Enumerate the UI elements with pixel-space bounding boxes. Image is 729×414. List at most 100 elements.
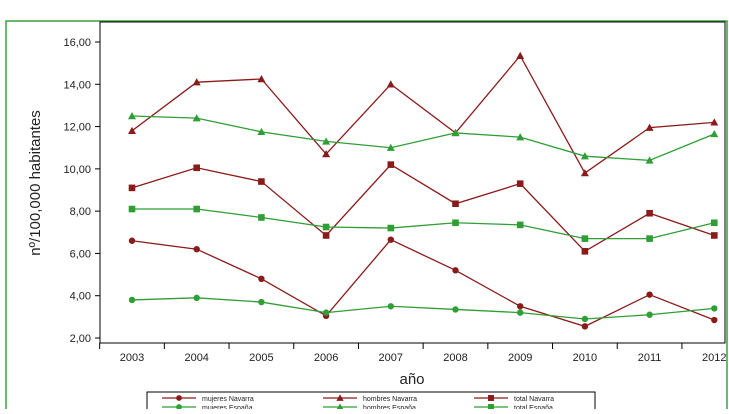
data-point: [322, 232, 330, 239]
data-point: [516, 180, 524, 187]
data-point: [645, 156, 654, 164]
data-point: [517, 309, 524, 316]
data-point: [711, 305, 718, 312]
data-point: [258, 214, 265, 221]
x-tick-label: 2004: [184, 352, 208, 364]
legend-label: total Navarra: [514, 396, 554, 403]
series-line: [131, 115, 715, 162]
data-point: [646, 311, 653, 318]
series-hombres-españa: [128, 112, 719, 164]
y-tick-label: 16,00: [63, 37, 91, 49]
series-hombres-navarra: [128, 51, 719, 177]
series-layer: [128, 51, 719, 330]
legend-marker: [336, 394, 344, 401]
x-tick-label: 2006: [314, 352, 338, 364]
data-point: [128, 184, 136, 192]
legend-label: hombres España: [363, 405, 416, 409]
data-point: [646, 209, 653, 217]
series-line: [131, 238, 715, 328]
data-point: [257, 75, 266, 83]
data-point: [387, 224, 395, 232]
data-point: [193, 205, 200, 213]
series-line: [131, 297, 715, 320]
y-tick-label: 4,00: [70, 291, 91, 303]
legend-marker: [176, 395, 182, 401]
data-point: [322, 137, 331, 145]
data-point: [128, 112, 136, 120]
data-point: [128, 126, 136, 134]
data-point: [193, 164, 200, 172]
data-point: [646, 235, 653, 242]
data-point: [386, 143, 395, 151]
data-point: [516, 51, 525, 59]
data-point: [257, 127, 266, 136]
data-point: [710, 129, 719, 138]
series-total-españa: [128, 205, 718, 242]
legend-label: mujeres Navarra: [202, 396, 254, 403]
data-point: [387, 236, 394, 243]
data-point: [387, 161, 395, 168]
y-axis-label: nº/100,000 habitantes: [27, 110, 44, 256]
data-point: [192, 78, 201, 86]
data-point: [580, 152, 589, 160]
y-tick-label: 6,00: [70, 248, 91, 260]
y-tick-label: 2,00: [70, 333, 91, 345]
x-tick-label: 2010: [573, 352, 597, 364]
legend-label: total España: [514, 405, 553, 409]
x-axis: 2003 2004 2005 2006 2007 2008 2009 2010 2011 2012: [99, 343, 727, 364]
y-tick-label: 10,00: [63, 164, 91, 176]
data-point: [258, 178, 265, 185]
data-point: [128, 296, 136, 304]
series-line: [131, 163, 715, 253]
data-point: [193, 294, 200, 302]
data-point: [452, 219, 459, 227]
x-tick-label: 2009: [508, 352, 532, 364]
data-point: [580, 169, 589, 177]
legend-item: hombres Navarra: [323, 394, 417, 403]
data-point: [646, 291, 653, 298]
legend-marker: [336, 403, 344, 410]
data-point: [128, 237, 136, 244]
y-tick-label: 8,00: [70, 206, 91, 218]
x-tick-label: 2003: [120, 352, 144, 364]
x-tick-label: 2008: [443, 352, 467, 364]
data-point: [386, 80, 395, 88]
y-axis: 2,00 4,00 6,00 8,00 10,00 12,00 14,00 16,00: [63, 37, 100, 345]
data-point: [258, 298, 265, 306]
chart-frame: [5, 20, 728, 414]
y-tick-label: 14,00: [63, 79, 91, 91]
data-point: [258, 275, 265, 282]
legend-item: mujeres Navarra: [162, 395, 254, 403]
legend-marker: [488, 404, 494, 410]
plot-area: [99, 21, 726, 344]
data-point: [645, 123, 654, 131]
data-point: [581, 248, 589, 255]
data-point: [193, 246, 200, 253]
series-line: [131, 54, 715, 175]
series-mujeres-españa: [128, 294, 718, 323]
data-point: [452, 306, 459, 313]
data-point: [711, 219, 718, 227]
data-point: [581, 235, 589, 242]
y-tick-label: 12,00: [63, 122, 91, 134]
data-point: [516, 133, 525, 141]
x-tick-label: 2007: [379, 352, 403, 364]
data-point: [322, 150, 331, 158]
data-point: [516, 221, 524, 229]
data-point: [451, 128, 460, 137]
legend-label: mujeres España: [202, 405, 253, 409]
data-point: [517, 303, 524, 310]
legend-marker: [176, 404, 182, 410]
data-point: [387, 303, 394, 310]
data-point: [710, 118, 719, 126]
legend-marker: [488, 395, 494, 401]
x-axis-label: año: [399, 371, 424, 388]
data-point: [581, 323, 589, 330]
series-line: [132, 208, 715, 240]
x-tick-label: 2011: [638, 352, 662, 364]
data-point: [581, 315, 589, 323]
data-point: [711, 316, 718, 324]
data-point: [711, 232, 718, 239]
